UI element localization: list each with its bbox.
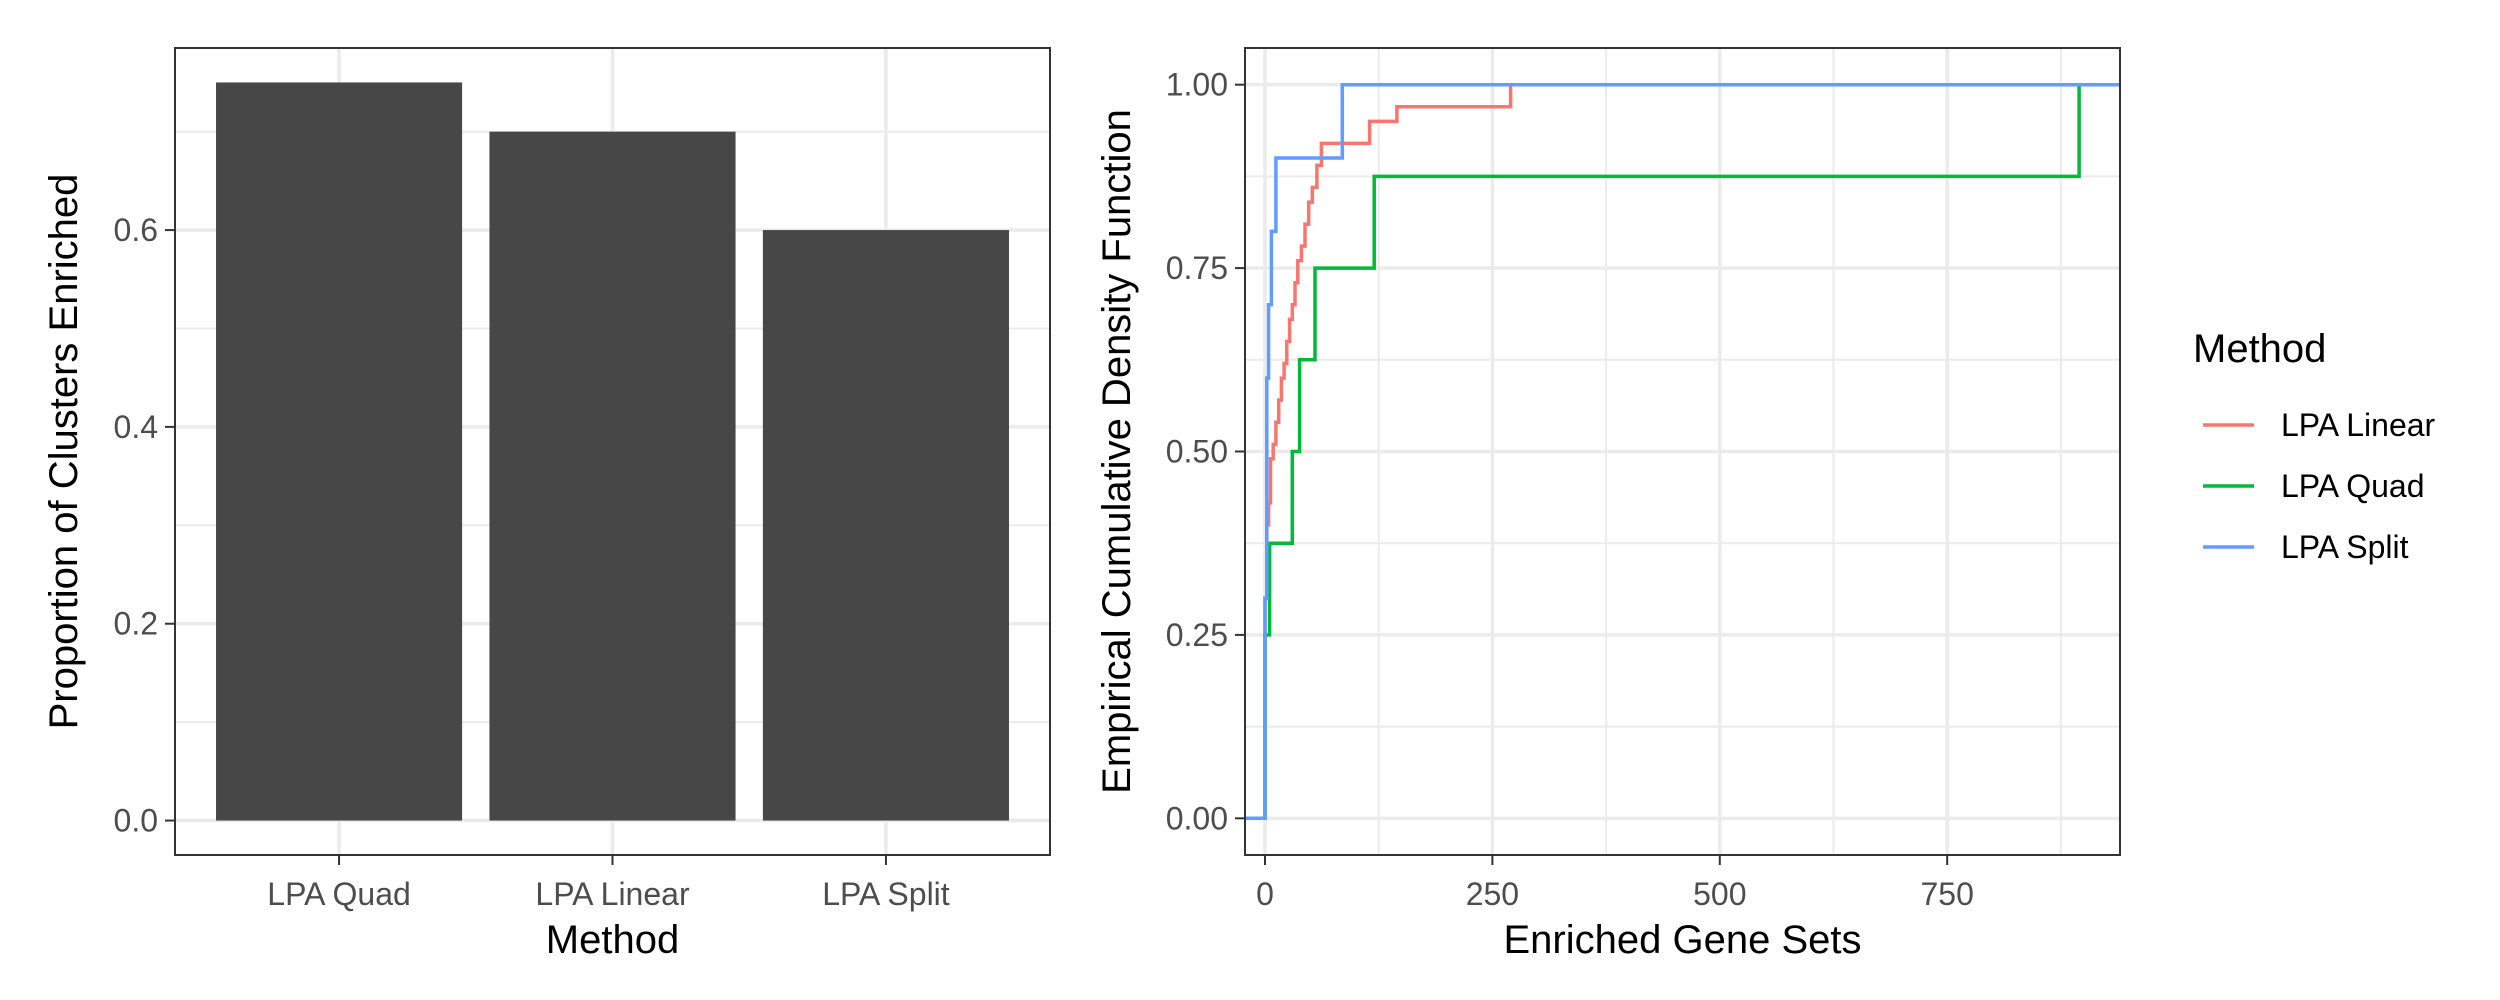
bar-chart-panel: 0.0 0.2 0.4 0.6 LPA Quad LPA Linear LPA Split M… [42,47,1051,962]
bar-y-tick-label: 0.2 [114,606,158,642]
bar-y-axis-title: Proportion of Clusters Enriched [42,174,86,730]
legend-title: Method [2193,327,2326,371]
ecdf-y-tick-label: 0.25 [1166,617,1228,653]
legend-label: LPA Split [2281,529,2409,565]
ecdf-x-tick-label: 750 [1920,876,1973,912]
ecdf-series-lpa-quad [1245,82,2120,821]
legend-label: LPA Linear [2281,407,2436,443]
bar-lpa-quad [216,82,463,821]
bar-lpa-linear [489,131,736,821]
ecdf-series-lpa-linear [1245,82,2120,821]
bar-x-tick-label: LPA Quad [267,876,411,912]
bar-y-tick-label: 0.0 [114,803,158,839]
bar-y-tick-label: 0.6 [114,212,158,248]
ecdf-y-tick-label: 0.75 [1166,250,1228,286]
legend-label: LPA Quad [2281,468,2425,504]
bar-x-axis-title: Method [546,918,679,962]
ecdf-x-tick-label: 0 [1256,876,1274,912]
bar-y-tick-label: 0.4 [114,409,158,445]
bar-x-tick-label: LPA Split [822,876,950,912]
ecdf-x-tick-label: 250 [1466,876,1519,912]
ecdf-series-lpa-split [1245,82,2120,821]
ecdf-y-tick-label: 0.50 [1166,434,1228,470]
bar-x-tick-label: LPA Linear [535,876,690,912]
bar-lpa-split [762,230,1009,821]
ecdf-x-axis-title: Enriched Gene Sets [1504,918,1862,962]
ecdf-y-tick-label: 0.00 [1166,800,1228,836]
ecdf-x-tick-label: 500 [1693,876,1746,912]
ecdf-y-axis-title: Empirical Cumulative Density Function [1095,109,1139,794]
ecdf-y-tick-label: 1.00 [1166,67,1228,103]
legend: Method LPA Linear LPA Quad LPA Split [2193,327,2436,565]
ecdf-chart-panel: 0.00 0.25 0.50 0.75 1.00 0 250 500 750 Enriched G… [1095,47,2121,962]
